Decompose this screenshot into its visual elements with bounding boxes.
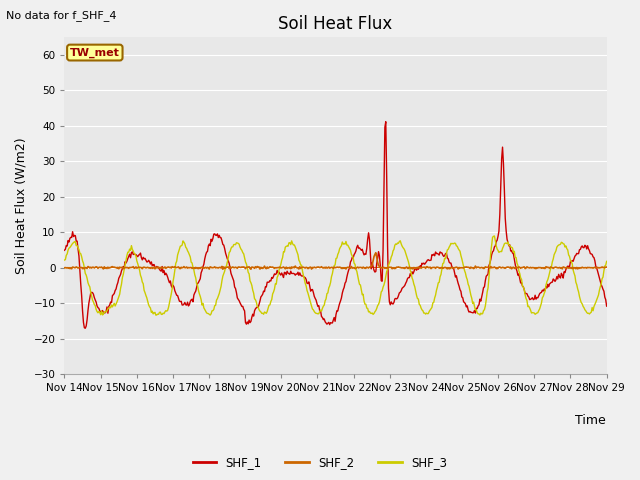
Text: No data for f_SHF_4: No data for f_SHF_4 [6, 10, 117, 21]
Legend: SHF_1, SHF_2, SHF_3: SHF_1, SHF_2, SHF_3 [188, 452, 452, 474]
Y-axis label: Soil Heat Flux (W/m2): Soil Heat Flux (W/m2) [15, 137, 28, 274]
X-axis label: Time: Time [575, 414, 605, 428]
Text: TW_met: TW_met [70, 48, 120, 58]
Title: Soil Heat Flux: Soil Heat Flux [278, 15, 393, 33]
